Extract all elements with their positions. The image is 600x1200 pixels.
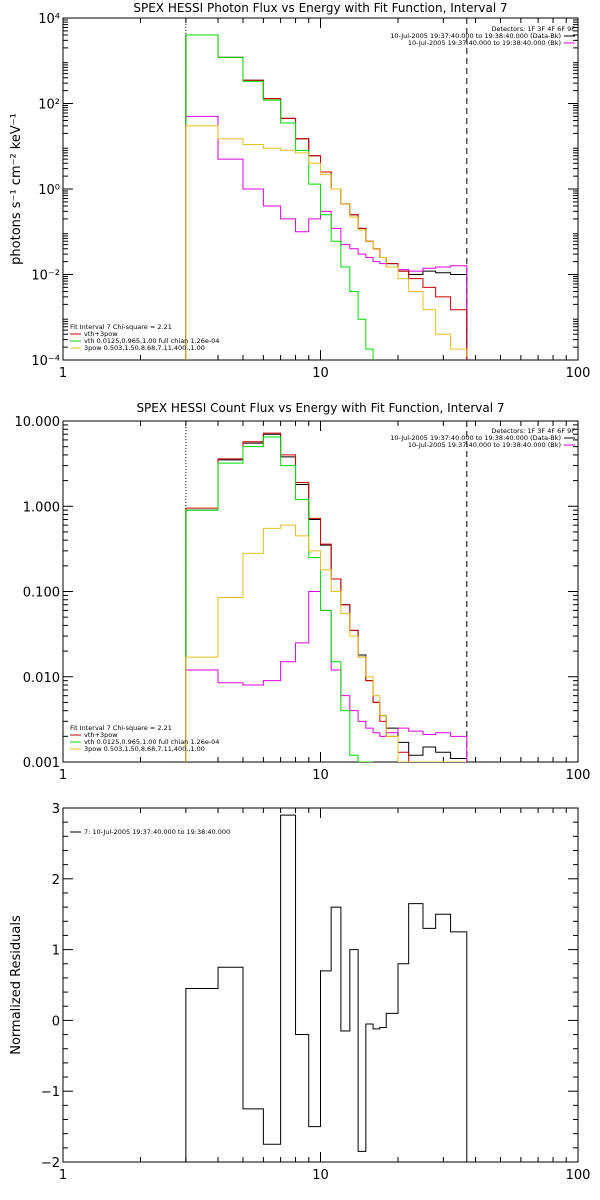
legend-heading: Fit Interval 7 Chi-square = 2.21 bbox=[70, 724, 172, 732]
y-axis-label: Normalized Residuals bbox=[9, 915, 24, 1055]
legend-label: vth 0.0125,0.965,1.00 full chian 1.26e-0… bbox=[84, 337, 219, 345]
info-line: Detectors: 1F 3F 4F 6F 9F bbox=[491, 427, 575, 435]
x-tick-label: 1 bbox=[59, 768, 67, 783]
series-line-5 bbox=[185, 125, 468, 360]
series-line-1 bbox=[185, 814, 468, 1162]
info-line: 10-Jul-2005 19:37:40.000 to 19:38:40.000… bbox=[390, 32, 561, 40]
info-line: 10-Jul-2005 19:37:40.000 to 19:38:40.000… bbox=[408, 441, 561, 449]
x-tick-label: 100 bbox=[566, 1168, 591, 1183]
series-line-1 bbox=[185, 433, 468, 762]
x-tick-label: 10 bbox=[312, 366, 329, 381]
legend-label: 3pow 0.503,1.50,8.68,7.11,400.,1.00 bbox=[84, 344, 205, 352]
y-tick-label: −1 bbox=[41, 1085, 60, 1100]
chart-title: SPEX HESSI Count Flux vs Energy with Fit… bbox=[136, 401, 504, 415]
chart-panel-2: SPEX HESSI Count Flux vs Energy with Fit… bbox=[15, 401, 591, 783]
y-tick-label: 0 bbox=[52, 1014, 60, 1029]
series-line-2 bbox=[185, 115, 468, 360]
series-line-2 bbox=[185, 591, 468, 762]
info-line: 10-Jul-2005 19:37:40.000 to 19:38:40.000… bbox=[408, 39, 561, 47]
y-tick-label: −2 bbox=[41, 1156, 60, 1171]
y-tick-label: 10.000 bbox=[15, 415, 61, 430]
series-line-4 bbox=[185, 34, 374, 360]
y-tick-label: 1 bbox=[52, 944, 60, 959]
y-tick-label: 10⁻⁴ bbox=[31, 354, 60, 369]
y-tick-label: 1.000 bbox=[23, 500, 60, 515]
legend-label: vth+3pow bbox=[84, 330, 118, 338]
chart-title: SPEX HESSI Photon Flux vs Energy with Fi… bbox=[133, 1, 507, 15]
legend-label: vth+3pow bbox=[84, 731, 118, 739]
series-line-5 bbox=[185, 524, 467, 762]
y-tick-label: 3 bbox=[52, 802, 60, 817]
chart-panel-3: 1 10 100 −2 −1 0 1 2 3 Normalized Residuals 7: 10-… bbox=[9, 802, 590, 1183]
y-axis-label: photons s⁻¹ cm⁻² keV⁻¹ bbox=[9, 113, 24, 265]
x-tick-label: 100 bbox=[566, 768, 591, 783]
x-tick-label: 1 bbox=[59, 1168, 67, 1183]
y-tick-label: 2 bbox=[52, 873, 60, 888]
y-tick-label: 10⁻² bbox=[31, 269, 60, 284]
legend-label: 7: 10-Jul-2005 19:37:40.000 to 19:38:40.… bbox=[84, 828, 230, 836]
legend-label: vth 0.0125,0.965,1.00 full chian 1.26e-0… bbox=[84, 738, 219, 746]
x-tick-label: 10 bbox=[312, 768, 329, 783]
y-tick-label: 0.100 bbox=[23, 586, 60, 601]
series-line-1 bbox=[185, 34, 468, 360]
y-tick-label: 10² bbox=[38, 98, 60, 113]
series-line-3 bbox=[185, 34, 468, 360]
legend-label: 3pow 0.503,1.50,8.68,7.11,400.,1.00 bbox=[84, 745, 205, 753]
info-line: 10-Jul-2005 19:37:40.000 to 19:38:40.000… bbox=[390, 434, 561, 442]
chart-panel-1: SPEX HESSI Photon Flux vs Energy with Fi… bbox=[9, 1, 590, 381]
series-line-4 bbox=[185, 436, 374, 762]
info-line: Detectors: 1F 3F 4F 6F 9F bbox=[491, 25, 575, 33]
y-tick-label: 10⁴ bbox=[38, 12, 60, 27]
y-tick-label: 0.010 bbox=[23, 671, 60, 686]
y-tick-label: 10⁰ bbox=[38, 183, 60, 198]
y-tick-label: 0.001 bbox=[23, 756, 60, 771]
legend-heading: Fit Interval 7 Chi-square = 2.21 bbox=[70, 323, 172, 331]
x-tick-label: 10 bbox=[312, 1168, 329, 1183]
x-tick-label: 1 bbox=[59, 366, 67, 381]
x-tick-label: 100 bbox=[566, 366, 591, 381]
